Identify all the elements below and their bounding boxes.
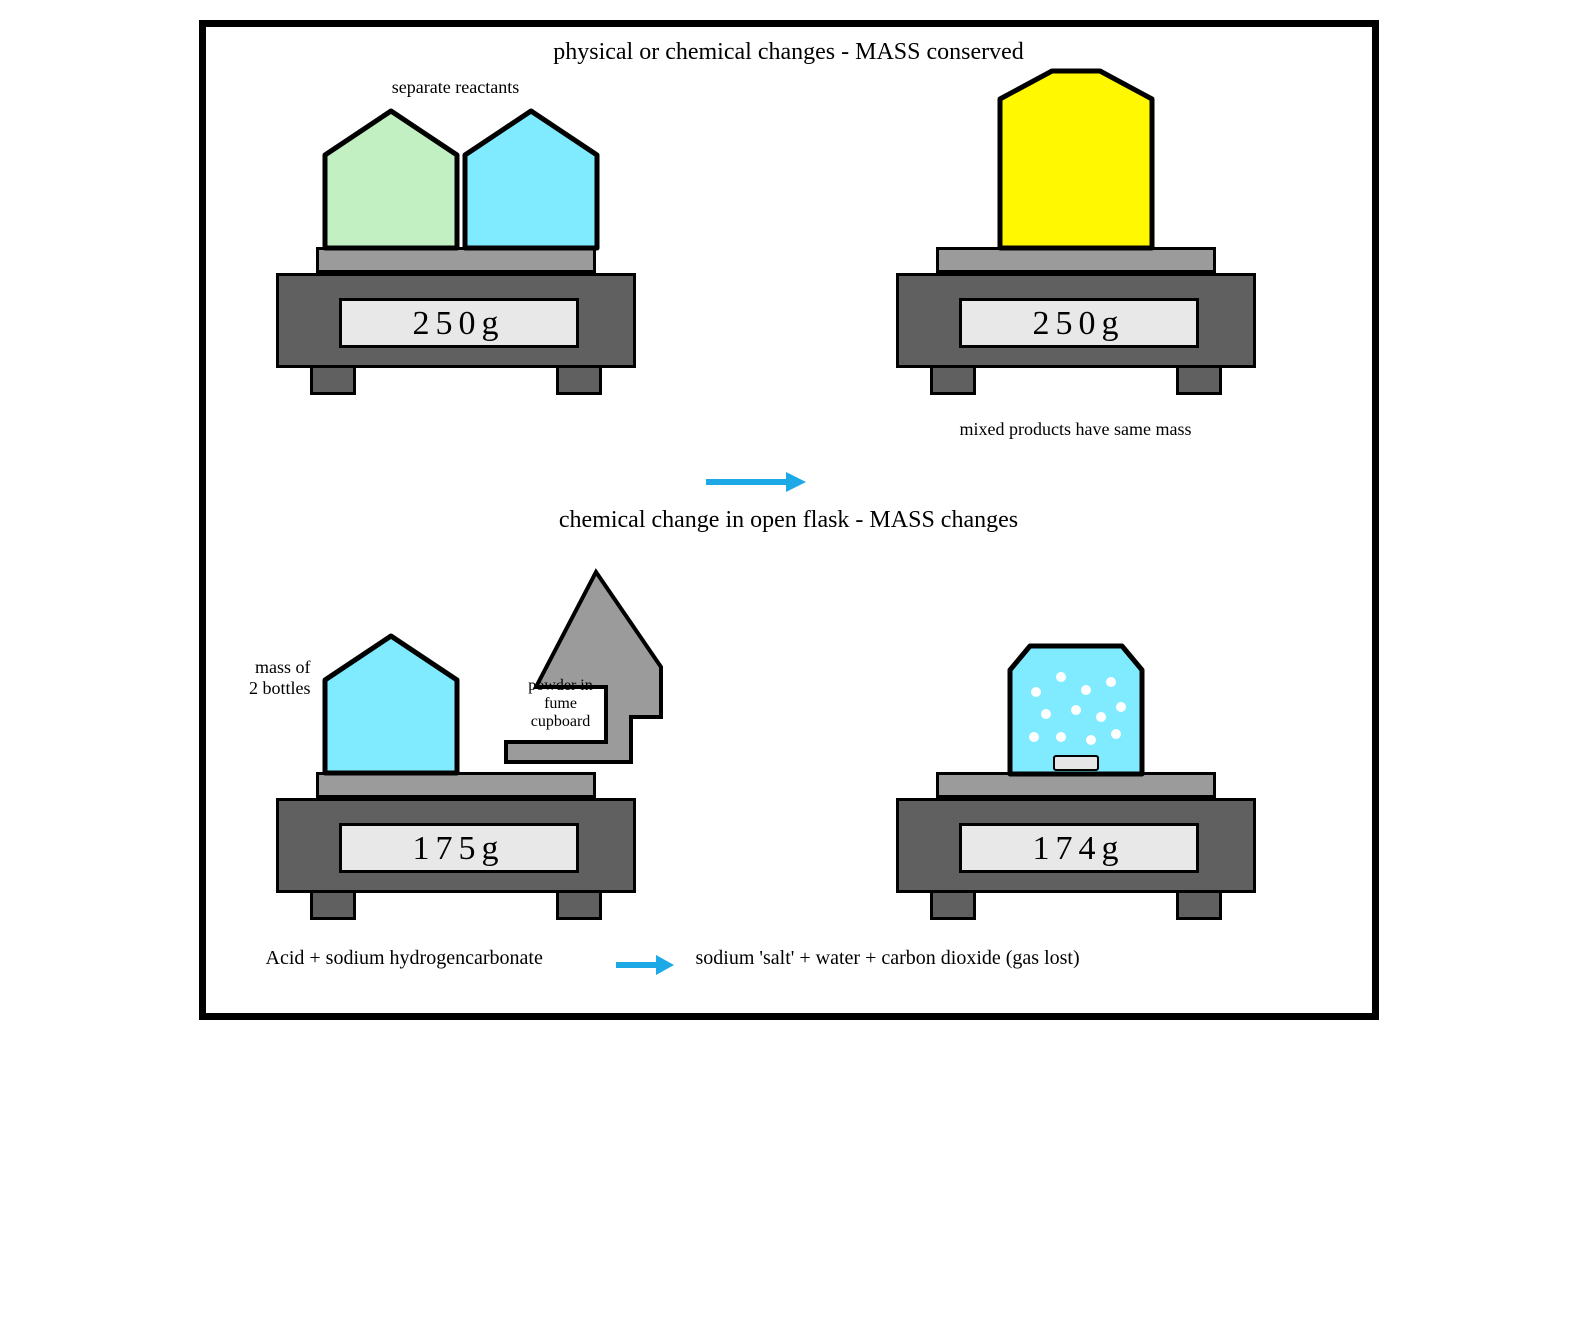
arrow-line (706, 479, 786, 485)
scale-foot (310, 890, 356, 920)
equation-left: Acid + sodium hydrogencarbonate (266, 947, 543, 970)
title-open: chemical change in open flask - MASS cha… (206, 507, 1372, 534)
arrow-bottom (616, 955, 674, 975)
label-powder: powder in fume cupboard (501, 677, 621, 731)
scale-foot (556, 365, 602, 395)
scale-top-left: 250g (276, 247, 636, 447)
bottle-yellow (996, 67, 1156, 252)
scale-readout-tr: 250g (959, 298, 1199, 348)
bottle-green (321, 107, 461, 252)
scale-foot (1176, 365, 1222, 395)
scale-body: 175g (276, 798, 636, 893)
diagram-canvas: physical or chemical changes - MASS cons… (199, 20, 1379, 1020)
arrow-head-icon (786, 472, 806, 492)
tablet (1053, 755, 1099, 771)
title-physical: physical or chemical changes - MASS cons… (206, 39, 1372, 66)
scale-bottom-left: 175g (276, 772, 636, 972)
label-separate-reactants: separate reactants (356, 77, 556, 98)
scale-foot (310, 365, 356, 395)
scale-foot (930, 890, 976, 920)
arrow-top (706, 472, 806, 492)
scale-bottom-right: 174g (896, 772, 1256, 972)
scale-foot (930, 365, 976, 395)
scale-readout-br: 174g (959, 823, 1199, 873)
scale-foot (1176, 890, 1222, 920)
fume-cupboard (496, 567, 696, 777)
scale-body: 250g (276, 273, 636, 368)
equation-right: sodium 'salt' + water + carbon dioxide (… (696, 947, 1080, 970)
scale-readout-bl: 175g (339, 823, 579, 873)
bottle-blue-top (461, 107, 601, 252)
scale-foot (556, 890, 602, 920)
scale-readout-tl: 250g (339, 298, 579, 348)
bottle-blue-bottom (321, 632, 461, 777)
label-mixed-products: mixed products have same mass (906, 419, 1246, 440)
arrow-head-icon (656, 955, 674, 975)
scale-top-right: 250g (896, 247, 1256, 447)
arrow-line (616, 962, 656, 968)
scale-body: 174g (896, 798, 1256, 893)
scale-body: 250g (896, 273, 1256, 368)
label-mass-2-bottles: mass of 2 bottles (196, 657, 311, 699)
